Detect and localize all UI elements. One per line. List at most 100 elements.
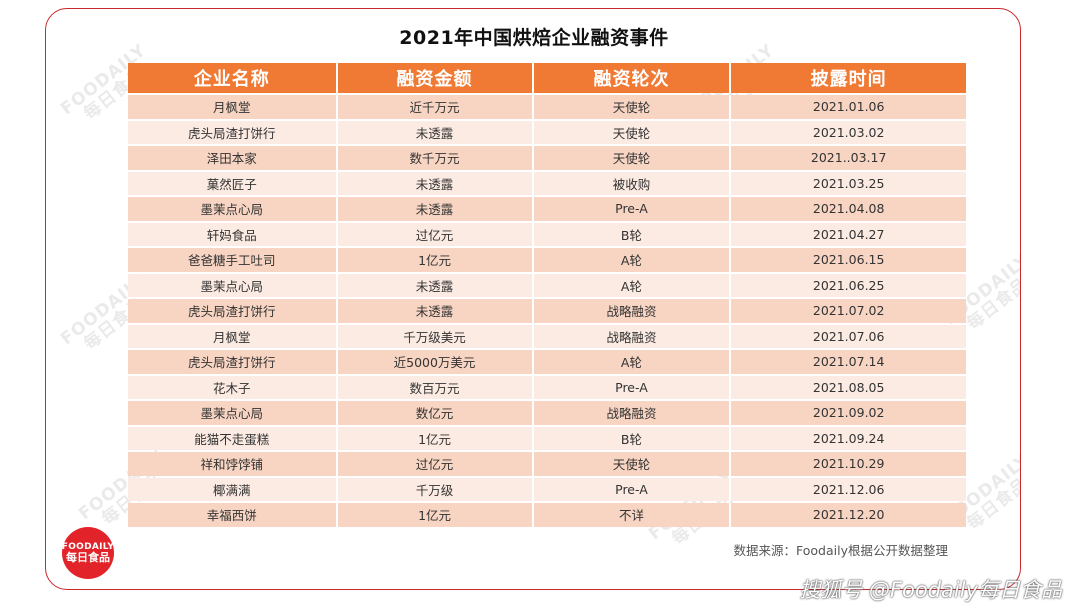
header-amount: 融资金额 [337,63,534,93]
cell-date: 2021.12.20 [731,503,966,527]
table-header-row: 企业名称 融资金额 融资轮次 披露时间 [128,63,966,93]
table-row: 虎头局渣打饼行 未透露 战略融资 2021.07.02 [128,299,966,323]
cell-amount: 数千万元 [337,146,534,170]
cell-amount: 未透露 [337,197,534,221]
cell-company: 爸爸糖手工吐司 [128,248,338,272]
table-row: 月枫堂 近千万元 天使轮 2021.01.06 [128,95,966,119]
cell-company: 墨茉点心局 [128,273,338,297]
cell-round: 天使轮 [533,120,732,144]
table-row: 菓然匠子 未透露 被收购 2021.03.25 [128,171,966,195]
header-date: 披露时间 [731,63,966,93]
cell-company: 月枫堂 [128,95,338,119]
logo-text-en: FOODAILY [61,542,115,552]
cell-date: 2021.07.14 [731,350,966,374]
cell-round: Pre-A [533,197,732,221]
cell-amount: 1亿元 [337,503,534,527]
header-company: 企业名称 [128,63,338,93]
cell-amount: 过亿元 [337,452,534,476]
foodaily-logo: FOODAILY 每日食品 [62,527,114,579]
cell-round: Pre-A [533,375,732,399]
cell-company: 椰满满 [128,477,338,501]
cell-company: 月枫堂 [128,324,338,348]
cell-amount: 数百万元 [337,375,534,399]
cell-round: 天使轮 [533,146,732,170]
cell-round: 不详 [533,503,732,527]
source-note: 数据来源：Foodaily根据公开数据整理 [733,543,948,558]
funding-table: 企业名称 融资金额 融资轮次 披露时间 月枫堂 近千万元 天使轮 2021.01.06… [128,61,966,529]
cell-round: B轮 [533,222,732,246]
cell-round: 战略融资 [533,324,732,348]
cell-amount: 1亿元 [337,426,534,450]
cell-company: 虎头局渣打饼行 [128,350,338,374]
table-row: 能猫不走蛋糕 1亿元 B轮 2021.09.24 [128,426,966,450]
cell-amount: 数亿元 [337,401,534,425]
cell-date: 2021.07.02 [731,299,966,323]
cell-date: 2021.04.08 [731,197,966,221]
table-row: 墨茉点心局 未透露 A轮 2021.06.25 [128,273,966,297]
cell-company: 泽田本家 [128,146,338,170]
cell-round: 天使轮 [533,452,732,476]
table-row: 幸福西饼 1亿元 不详 2021.12.20 [128,503,966,527]
cell-round: 战略融资 [533,299,732,323]
cell-round: 天使轮 [533,95,732,119]
table-row: 虎头局渣打饼行 未透露 天使轮 2021.03.02 [128,120,966,144]
cell-amount: 千万级 [337,477,534,501]
cell-company: 花木子 [128,375,338,399]
cell-date: 2021.04.27 [731,222,966,246]
cell-round: A轮 [533,350,732,374]
cell-amount: 近千万元 [337,95,534,119]
cell-company: 祥和饽饽铺 [128,452,338,476]
cell-round: Pre-A [533,477,732,501]
footer-caption: 搜狐号 @Foodaily每日食品 [799,578,1062,602]
cell-amount: 1亿元 [337,248,534,272]
cell-company: 墨茉点心局 [128,197,338,221]
cell-amount: 近5000万美元 [337,350,534,374]
table-row: 泽田本家 数千万元 天使轮 2021..03.17 [128,146,966,170]
cell-amount: 未透露 [337,299,534,323]
cell-date: 2021.06.25 [731,273,966,297]
cell-amount: 未透露 [337,120,534,144]
cell-date: 2021.01.06 [731,95,966,119]
cell-amount: 未透露 [337,171,534,195]
logo-text-cn: 每日食品 [66,551,110,564]
cell-date: 2021.06.15 [731,248,966,272]
cell-date: 2021.07.06 [731,324,966,348]
cell-amount: 千万级美元 [337,324,534,348]
cell-round: 被收购 [533,171,732,195]
table-row: 椰满满 千万级 Pre-A 2021.12.06 [128,477,966,501]
cell-date: 2021..03.17 [731,146,966,170]
table-body: 月枫堂 近千万元 天使轮 2021.01.06 虎头局渣打饼行 未透露 天使轮 2021.03… [128,95,966,527]
cell-date: 2021.10.29 [731,452,966,476]
cell-amount: 未透露 [337,273,534,297]
content-card: FOODAILY 每日食品 FOODAILY 每日食品 FOODAILY 每日食品 F… [45,8,1021,590]
cell-date: 2021.09.02 [731,401,966,425]
cell-round: 战略融资 [533,401,732,425]
cell-round: A轮 [533,273,732,297]
cell-round: A轮 [533,248,732,272]
table-row: 墨茉点心局 未透露 Pre-A 2021.04.08 [128,197,966,221]
cell-date: 2021.03.25 [731,171,966,195]
cell-company: 能猫不走蛋糕 [128,426,338,450]
table-row: 虎头局渣打饼行 近5000万美元 A轮 2021.07.14 [128,350,966,374]
table-row: 月枫堂 千万级美元 战略融资 2021.07.06 [128,324,966,348]
header-round: 融资轮次 [533,63,732,93]
cell-round: B轮 [533,426,732,450]
table-row: 祥和饽饽铺 过亿元 天使轮 2021.10.29 [128,452,966,476]
table-row: 花木子 数百万元 Pre-A 2021.08.05 [128,375,966,399]
cell-company: 虎头局渣打饼行 [128,299,338,323]
table-row: 轩妈食品 过亿元 B轮 2021.04.27 [128,222,966,246]
cell-company: 轩妈食品 [128,222,338,246]
cell-company: 墨茉点心局 [128,401,338,425]
cell-date: 2021.03.02 [731,120,966,144]
table-row: 爸爸糖手工吐司 1亿元 A轮 2021.06.15 [128,248,966,272]
cell-company: 菓然匠子 [128,171,338,195]
page-title: 2021年中国烘焙企业融资事件 [399,27,669,49]
cell-date: 2021.12.06 [731,477,966,501]
cell-company: 虎头局渣打饼行 [128,120,338,144]
cell-date: 2021.08.05 [731,375,966,399]
cell-amount: 过亿元 [337,222,534,246]
cell-date: 2021.09.24 [731,426,966,450]
cell-company: 幸福西饼 [128,503,338,527]
table-row: 墨茉点心局 数亿元 战略融资 2021.09.02 [128,401,966,425]
